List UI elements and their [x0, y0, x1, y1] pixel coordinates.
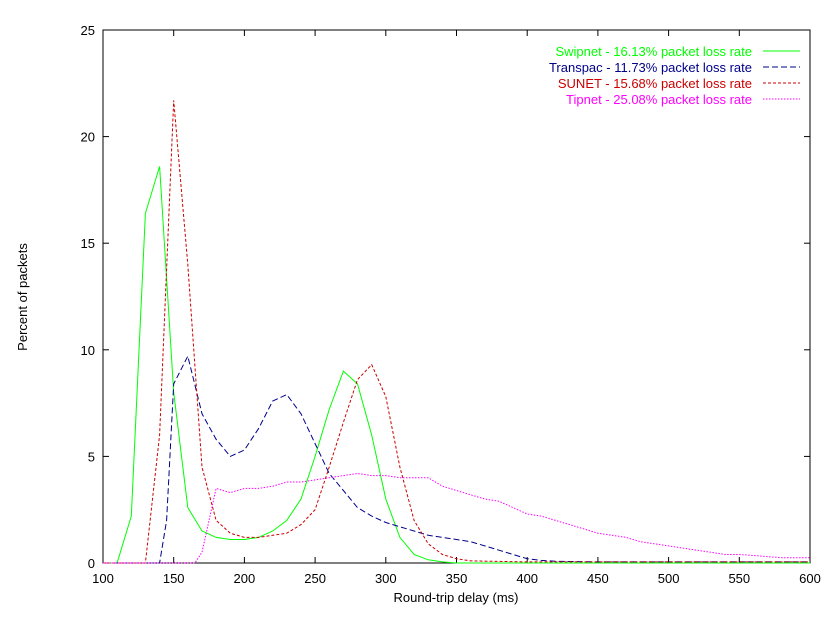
legend-label: Tipnet - 25.08% packet loss rate: [566, 92, 752, 107]
y-tick-label: 15: [81, 236, 95, 251]
x-tick-label: 550: [728, 571, 750, 586]
series-line-1: [103, 166, 810, 564]
y-axis-label: Percent of packets: [15, 243, 30, 351]
x-tick-label: 500: [658, 571, 680, 586]
plot-frame: [102, 29, 811, 564]
x-axis: 100 150 200 250 300 350 400 450 500 550 600: [92, 30, 821, 586]
legend-label: SUNET - 15.68% packet loss rate: [558, 76, 752, 91]
legend-label: Swipnet - 16.13% packet loss rate: [555, 44, 752, 59]
x-tick-label: 150: [163, 571, 185, 586]
x-tick-label: 350: [446, 571, 468, 586]
x-tick-label: 450: [587, 571, 609, 586]
series-line-2: [103, 354, 810, 564]
y-tick-label: 25: [81, 23, 95, 38]
series-line-3: [103, 100, 810, 564]
x-tick-label: 300: [375, 571, 397, 586]
x-tick-label: 400: [516, 571, 538, 586]
x-tick-label: 250: [304, 571, 326, 586]
y-tick-label: 20: [81, 130, 95, 145]
y-tick-label: 10: [81, 343, 95, 358]
series-lines: [103, 100, 810, 564]
x-tick-label: 600: [799, 571, 821, 586]
x-tick-label: 100: [92, 571, 114, 586]
y-tick-label: 0: [88, 556, 95, 571]
x-tick-label: 200: [234, 571, 256, 586]
legend-label: Transpac - 11.73% packet loss rate: [549, 60, 752, 75]
y-tick-label: 5: [88, 449, 95, 464]
legend: Swipnet - 16.13% packet loss rateTranspa…: [549, 44, 800, 107]
series-line-4: [103, 472, 810, 564]
x-axis-label: Round-trip delay (ms): [394, 590, 519, 605]
plot-border: [102, 29, 811, 564]
